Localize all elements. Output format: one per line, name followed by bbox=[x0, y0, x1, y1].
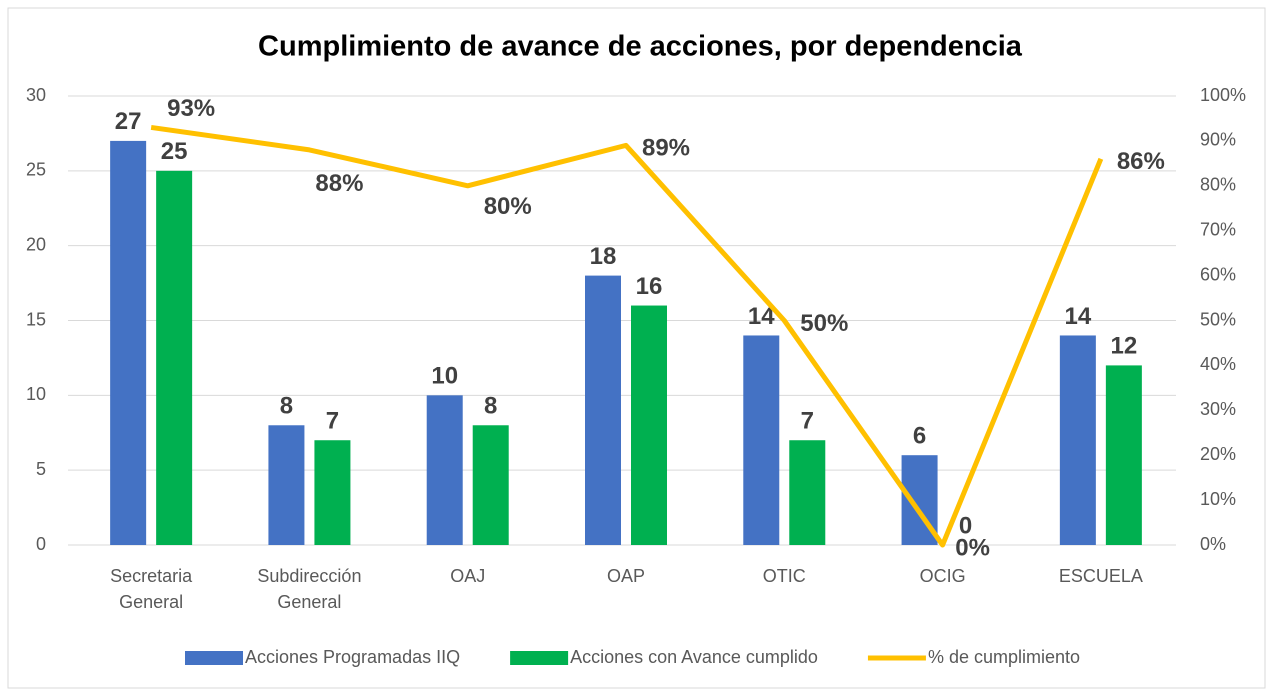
bar bbox=[314, 440, 351, 545]
data-label: 6 bbox=[913, 423, 926, 450]
x-tick-line: Secretaria bbox=[110, 566, 193, 586]
legend-label: Acciones con Avance cumplido bbox=[570, 647, 818, 667]
y2-tick-label: 20% bbox=[1200, 444, 1236, 464]
data-label: 86% bbox=[1117, 148, 1165, 175]
chart-title: Cumplimiento de avance de acciones, por … bbox=[258, 31, 1023, 63]
y2-tick-label: 40% bbox=[1200, 354, 1236, 374]
y2-tick-label: 60% bbox=[1200, 264, 1236, 284]
y-tick-label: 25 bbox=[26, 160, 46, 180]
bar bbox=[743, 335, 780, 545]
y2-tick-label: 70% bbox=[1200, 219, 1236, 239]
bar bbox=[631, 305, 667, 545]
x-tick-label: ESCUELA bbox=[1059, 566, 1143, 586]
data-label: 12 bbox=[1111, 333, 1138, 360]
data-label: 8 bbox=[484, 393, 497, 420]
data-label: 10 bbox=[431, 363, 458, 390]
y-tick-label: 0 bbox=[36, 534, 46, 554]
data-label: 0% bbox=[955, 534, 990, 561]
x-tick-label: OTIC bbox=[763, 566, 806, 586]
bar bbox=[585, 275, 621, 545]
data-label: 0 bbox=[959, 512, 972, 539]
bar bbox=[110, 140, 147, 545]
y2-tick-label: 90% bbox=[1200, 130, 1236, 150]
y-tick-label: 20 bbox=[26, 234, 46, 254]
data-label: 80% bbox=[484, 193, 532, 220]
y2-tick-label: 50% bbox=[1200, 309, 1236, 329]
x-tick-line: General bbox=[119, 592, 183, 612]
data-label: 27 bbox=[115, 108, 142, 135]
data-label: 50% bbox=[800, 310, 848, 337]
x-tick-label: OAP bbox=[607, 566, 645, 586]
data-label: 88% bbox=[315, 170, 363, 197]
x-tick-label: OCIG bbox=[920, 566, 966, 586]
y-tick-label: 30 bbox=[26, 85, 46, 105]
data-label: 7 bbox=[326, 408, 339, 435]
data-label: 93% bbox=[167, 95, 215, 122]
legend-swatch bbox=[510, 651, 569, 665]
bar bbox=[789, 440, 826, 545]
x-tick-label: Subdirección General bbox=[257, 566, 361, 612]
line bbox=[150, 124, 1104, 548]
y2-tick-label: 80% bbox=[1200, 175, 1236, 195]
x-tick-label: OAJ bbox=[450, 566, 485, 586]
legend-label: % de cumplimiento bbox=[928, 647, 1080, 667]
legend-swatch bbox=[185, 651, 243, 665]
y2-tick-label: 30% bbox=[1200, 399, 1236, 419]
x-tick-label: Secretaria General bbox=[110, 566, 193, 612]
y2-tick-label: 100% bbox=[1200, 85, 1246, 105]
bar bbox=[1105, 365, 1142, 545]
legend-label: Acciones Programadas IIQ bbox=[245, 647, 460, 667]
data-label: 25 bbox=[161, 138, 188, 165]
data-label: 89% bbox=[642, 135, 690, 162]
y-tick-label: 15 bbox=[26, 309, 46, 329]
y2-tick-label: 10% bbox=[1200, 489, 1236, 509]
bar bbox=[426, 395, 463, 545]
y-tick-label: 10 bbox=[26, 384, 46, 404]
data-label: 18 bbox=[590, 243, 617, 270]
bar bbox=[156, 170, 193, 546]
bar bbox=[268, 425, 305, 545]
x-tick-line: Subdirección bbox=[257, 566, 361, 586]
bar bbox=[472, 425, 509, 545]
data-label: 7 bbox=[801, 408, 814, 435]
data-label: 14 bbox=[1065, 303, 1092, 330]
x-tick-line: General bbox=[277, 592, 341, 612]
y2-tick-label: 0% bbox=[1200, 534, 1226, 554]
data-label: 16 bbox=[636, 273, 663, 300]
y-tick-label: 5 bbox=[36, 459, 46, 479]
data-label: 8 bbox=[280, 393, 293, 420]
bar bbox=[1059, 335, 1096, 545]
